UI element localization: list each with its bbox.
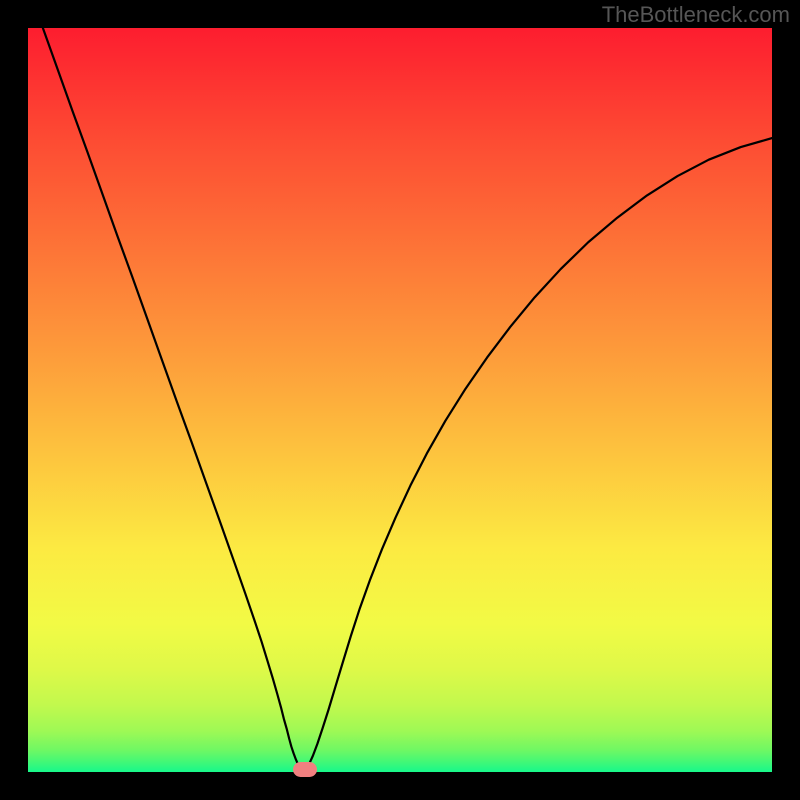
curve-left-branch <box>43 28 303 772</box>
curve-right-branch <box>303 138 772 772</box>
minimum-marker <box>293 762 317 777</box>
watermark-text: TheBottleneck.com <box>602 2 790 28</box>
curve-svg <box>28 28 772 772</box>
plot-area <box>28 28 772 772</box>
chart-frame: TheBottleneck.com <box>0 0 800 800</box>
